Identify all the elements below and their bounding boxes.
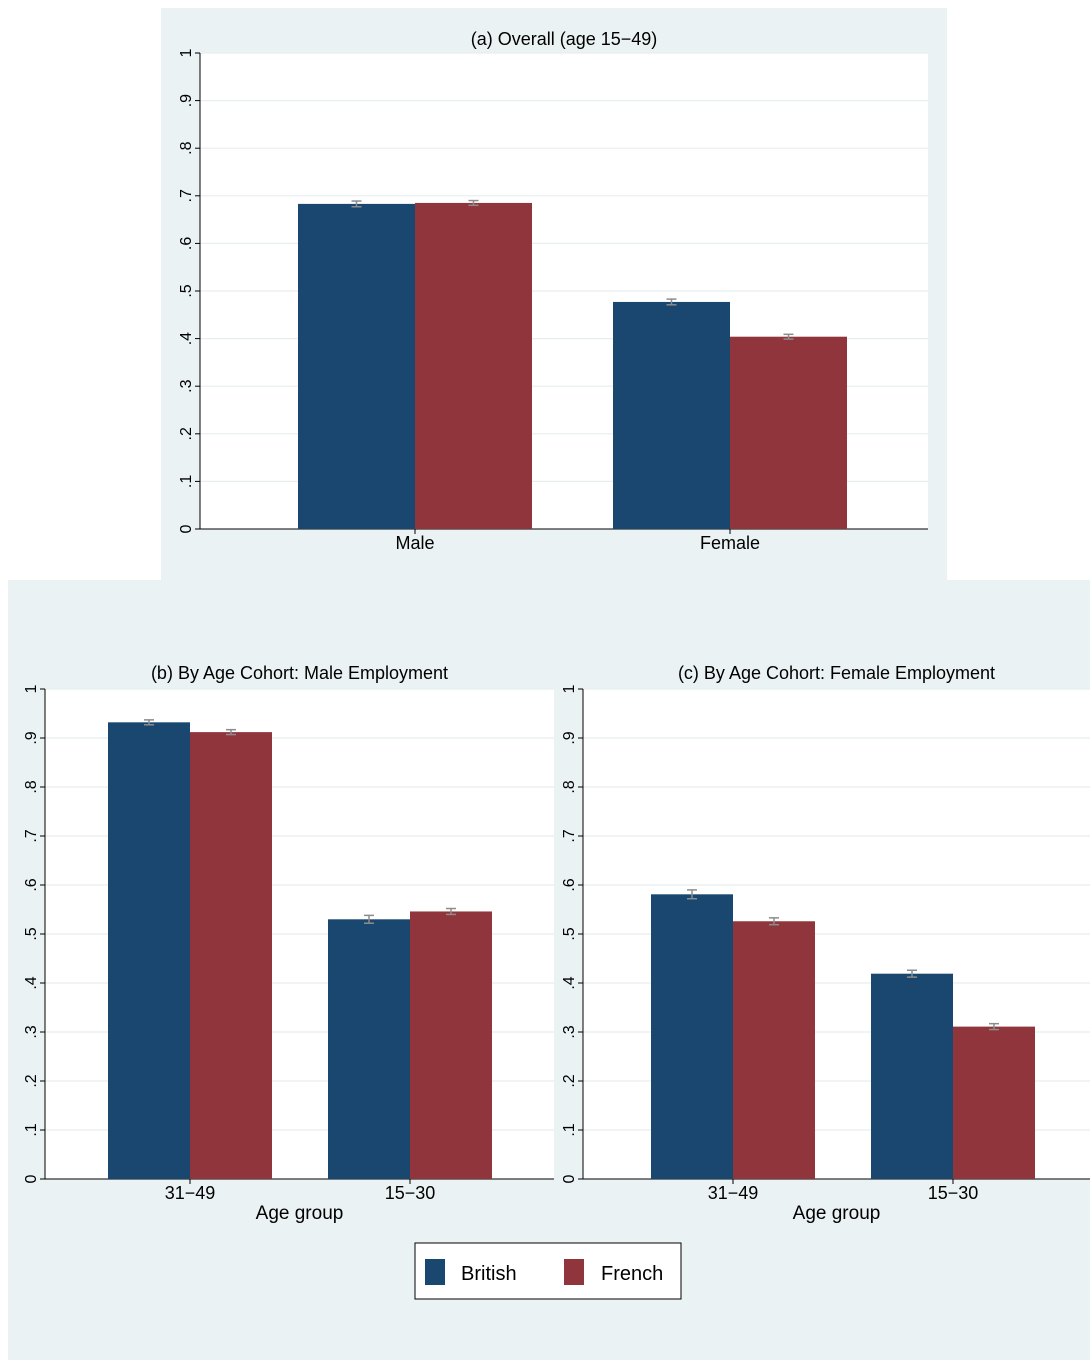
- y-tick-label: .9: [561, 731, 578, 744]
- bar-french: [730, 336, 847, 529]
- legend-swatch-british: [425, 1259, 445, 1285]
- y-tick-label: .8: [561, 780, 578, 793]
- y-tick-label: .5: [178, 284, 195, 297]
- y-tick-label: .1: [23, 1123, 40, 1136]
- x-tick-label: 15−30: [928, 1183, 979, 1203]
- y-tick-label: 1: [178, 48, 195, 57]
- y-tick-label: 0: [561, 1174, 578, 1183]
- bar-british: [613, 301, 730, 529]
- bar-british: [328, 919, 410, 1179]
- x-tick-label: 15−30: [385, 1183, 436, 1203]
- y-tick-label: .6: [178, 237, 195, 250]
- y-tick-label: .8: [23, 780, 40, 793]
- bar-british: [871, 973, 953, 1179]
- y-tick-label: 1: [23, 684, 40, 693]
- x-axis-label: Age group: [793, 1203, 881, 1224]
- bar-french: [190, 732, 272, 1179]
- chart-title: (a) Overall (age 15−49): [471, 29, 658, 49]
- y-tick-label: .6: [561, 878, 578, 891]
- x-tick-label: 31−49: [708, 1183, 759, 1203]
- bar-british: [108, 722, 190, 1179]
- legend: British French: [414, 1242, 682, 1300]
- y-tick-label: .9: [178, 94, 195, 107]
- y-tick-label: .1: [561, 1123, 578, 1136]
- panel-a-overall: 0 .1 .2 .3 .4 .5 .6 .7 .8 .9 1 Male Female (a) Overal…: [178, 29, 928, 553]
- x-axis-label: Age group: [256, 1203, 344, 1224]
- panel-b-male-by-age: 0 .1 .2 .3 .4 .5 .6 .7 .8 .9 1 31−49 15−30 (b) By Age…: [23, 663, 554, 1224]
- y-tick-label: .9: [23, 731, 40, 744]
- y-tick-label: 0: [23, 1174, 40, 1183]
- x-tick-label: 31−49: [165, 1183, 216, 1203]
- y-tick-label: .4: [23, 976, 40, 989]
- panel-c-female-by-age: 0 .1 .2 .3 .4 .5 .6 .7 .8 .9 1 31−49 15−30 (c) By Age…: [561, 663, 1090, 1224]
- chart-title: (c) By Age Cohort: Female Employment: [678, 663, 995, 683]
- legend-label-french: French: [601, 1263, 663, 1285]
- y-tick-label: 0: [178, 524, 195, 533]
- y-tick-label: .4: [561, 976, 578, 989]
- y-tick-label: .3: [23, 1025, 40, 1038]
- y-tick-label: .1: [178, 475, 195, 488]
- y-tick-label: .8: [178, 141, 195, 154]
- bar-french: [953, 1026, 1035, 1179]
- y-tick-label: .7: [561, 829, 578, 842]
- y-tick-label: 1: [561, 684, 578, 693]
- legend-box: [414, 1242, 682, 1300]
- y-tick-label: .7: [23, 829, 40, 842]
- y-tick-label: .5: [561, 927, 578, 940]
- y-tick-label: .5: [23, 927, 40, 940]
- y-tick-label: .2: [23, 1074, 40, 1087]
- y-tick-label: .3: [178, 379, 195, 392]
- x-tick-label: Male: [395, 533, 434, 553]
- bar-british: [651, 894, 733, 1179]
- legend-label-british: British: [461, 1263, 517, 1285]
- legend-swatch-french: [564, 1259, 584, 1285]
- chart-title: (b) By Age Cohort: Male Employment: [151, 663, 448, 683]
- bar-french: [415, 202, 532, 529]
- y-tick-label: .6: [23, 878, 40, 891]
- x-tick-label: Female: [700, 533, 760, 553]
- y-tick-label: .3: [561, 1025, 578, 1038]
- legend-item-british: British: [425, 1259, 517, 1285]
- bar-british: [298, 203, 415, 529]
- legend-item-french: French: [564, 1259, 663, 1285]
- bar-french: [733, 921, 815, 1179]
- bar-french: [410, 911, 492, 1179]
- y-tick-label: .2: [561, 1074, 578, 1087]
- y-tick-label: .2: [178, 427, 195, 440]
- y-tick-label: .7: [178, 189, 195, 202]
- y-tick-label: .4: [178, 332, 195, 345]
